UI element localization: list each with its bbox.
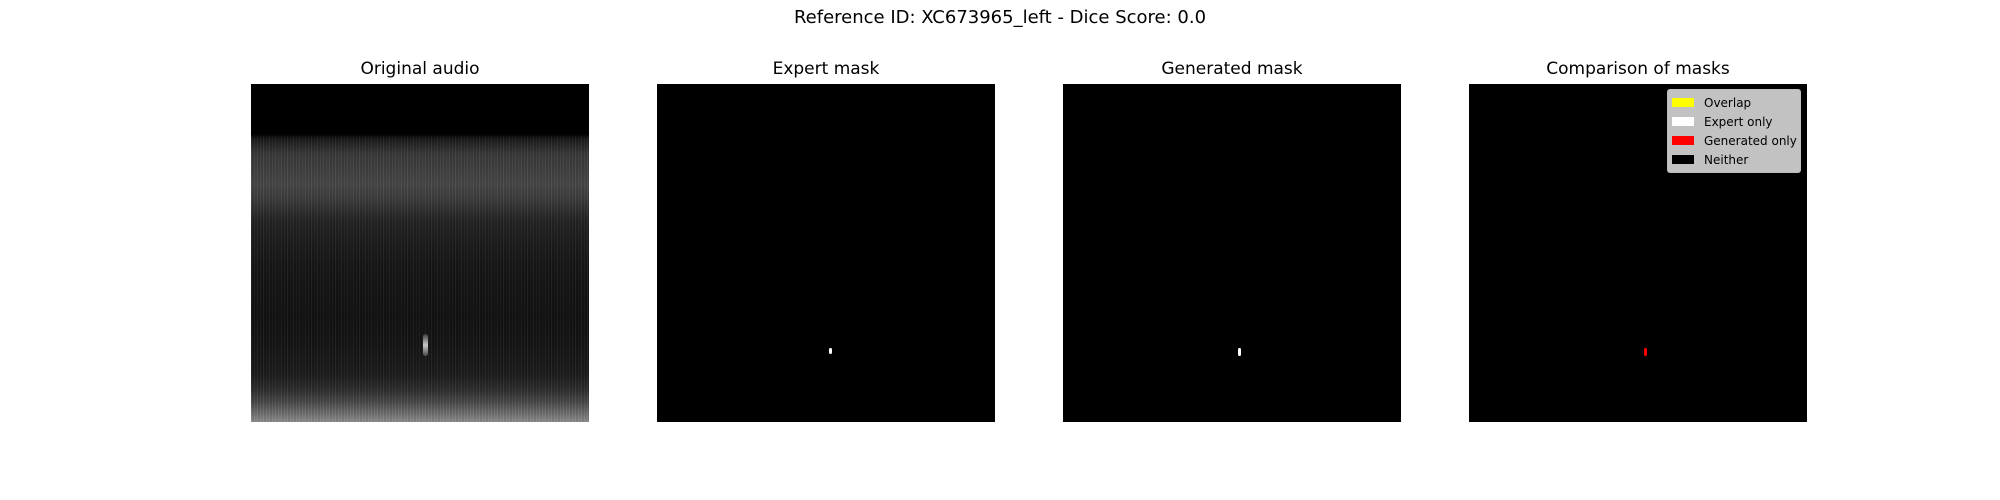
generated-mask-title: Generated mask	[1161, 59, 1303, 79]
legend-label: Overlap	[1704, 95, 1752, 110]
comparison-title: Comparison of masks	[1546, 59, 1730, 79]
neither-swatch	[1672, 155, 1694, 164]
expert-mask-image	[657, 84, 995, 422]
spectrogram-texture	[251, 136, 589, 422]
original-audio-title: Original audio	[360, 59, 480, 79]
legend-item-overlap: Overlap	[1668, 93, 1800, 112]
expert-only-swatch	[1672, 117, 1694, 126]
figure-title: Reference ID: XC673965_left - Dice Score…	[793, 7, 1207, 28]
generated-mask-region	[1238, 348, 1241, 356]
expert-mask-title: Expert mask	[772, 59, 880, 79]
legend-label: Expert only	[1704, 114, 1773, 129]
spectrogram-call-mark	[423, 334, 428, 356]
comparison-image: Overlap Expert only Generated only Neith…	[1469, 84, 1807, 422]
generated-mask-image	[1063, 84, 1401, 422]
expert-mask-region	[829, 348, 832, 354]
overlap-swatch	[1672, 98, 1694, 107]
original-audio-spectrogram	[251, 84, 589, 422]
spectrogram-image	[251, 84, 589, 422]
comparison-legend: Overlap Expert only Generated only Neith…	[1667, 89, 1801, 173]
legend-item-expert-only: Expert only	[1668, 112, 1800, 131]
legend-item-generated-only: Generated only	[1668, 131, 1800, 150]
legend-label: Neither	[1704, 152, 1749, 167]
legend-label: Generated only	[1704, 133, 1797, 148]
legend-item-neither: Neither	[1668, 150, 1800, 169]
generated-only-swatch	[1672, 136, 1694, 145]
generated-only-region	[1644, 348, 1647, 356]
